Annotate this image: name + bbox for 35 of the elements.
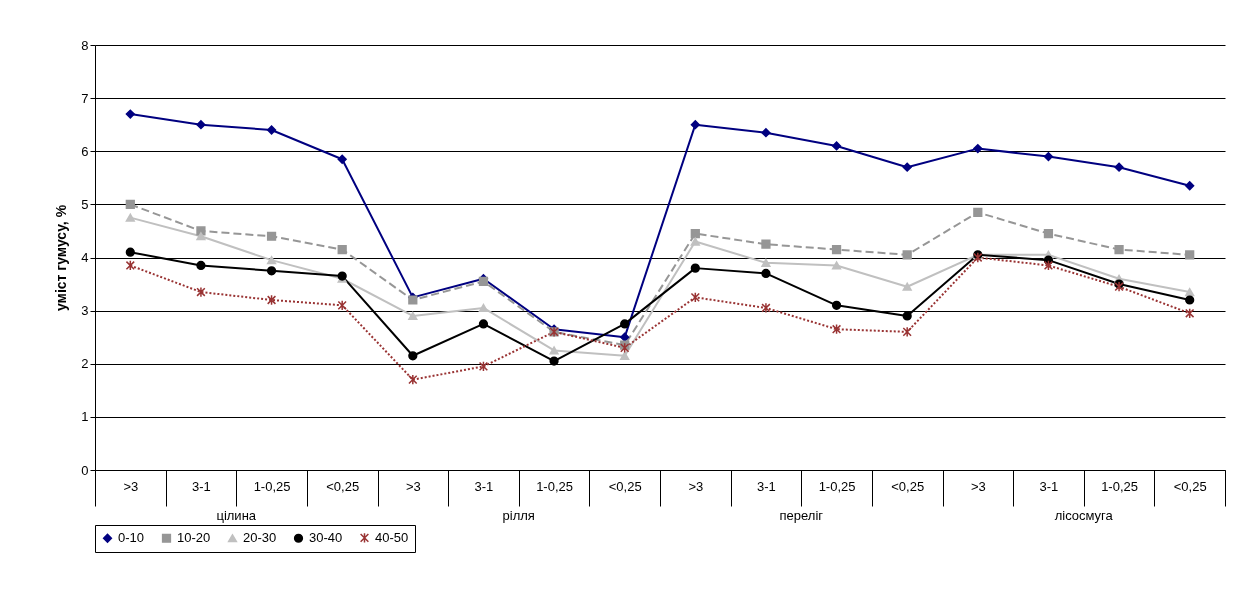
y-tick-label: 8 [81, 37, 89, 53]
y-axis-title: уміст гумусу, % [53, 204, 70, 312]
x-tick-label: 3-1 [192, 478, 211, 494]
x-tick-label: 1-0,25 [253, 478, 291, 494]
y-tick-label: 7 [81, 90, 89, 106]
x-tick-label: 1-0,25 [818, 478, 856, 494]
x-tick-label: >3 [123, 478, 139, 494]
y-tick-label: 0 [81, 462, 89, 478]
x-tick-label: >3 [688, 478, 704, 494]
x-tick-label: 1-0,25 [536, 478, 573, 494]
legend-label: 10-20 [177, 530, 211, 546]
legend-label: 40-50 [375, 529, 409, 545]
x-tick-label: 3-1 [474, 478, 494, 494]
text: переліг [779, 508, 824, 523]
x-tick-label: <0,25 [1173, 478, 1207, 494]
y-tick-label: 1 [81, 409, 89, 425]
y-tick-label: 3 [81, 303, 89, 319]
x-tick-label: >3 [405, 478, 421, 494]
y-tick-label: 2 [81, 356, 89, 372]
text: цілина [216, 508, 257, 523]
text: рілля [502, 508, 535, 523]
x-tick-label: 1-0,25 [1101, 478, 1138, 494]
x-tick-label: <0,25 [608, 478, 642, 494]
x-tick-label: <0,25 [326, 478, 360, 494]
y-tick-label: 6 [81, 143, 89, 159]
y-tick-label: 5 [81, 196, 89, 212]
x-tick-label: 3-1 [1039, 478, 1059, 494]
legend-label: 20-30 [243, 530, 277, 546]
legend-label: 0-10 [118, 530, 145, 546]
legend-label: 30-40 [309, 530, 343, 546]
y-tick-label: 4 [81, 250, 89, 265]
text: лісосмуга [1054, 508, 1114, 523]
x-tick-label: >3 [970, 478, 986, 494]
x-tick-label: 3-1 [757, 478, 776, 494]
x-tick-label: <0,25 [891, 478, 925, 494]
